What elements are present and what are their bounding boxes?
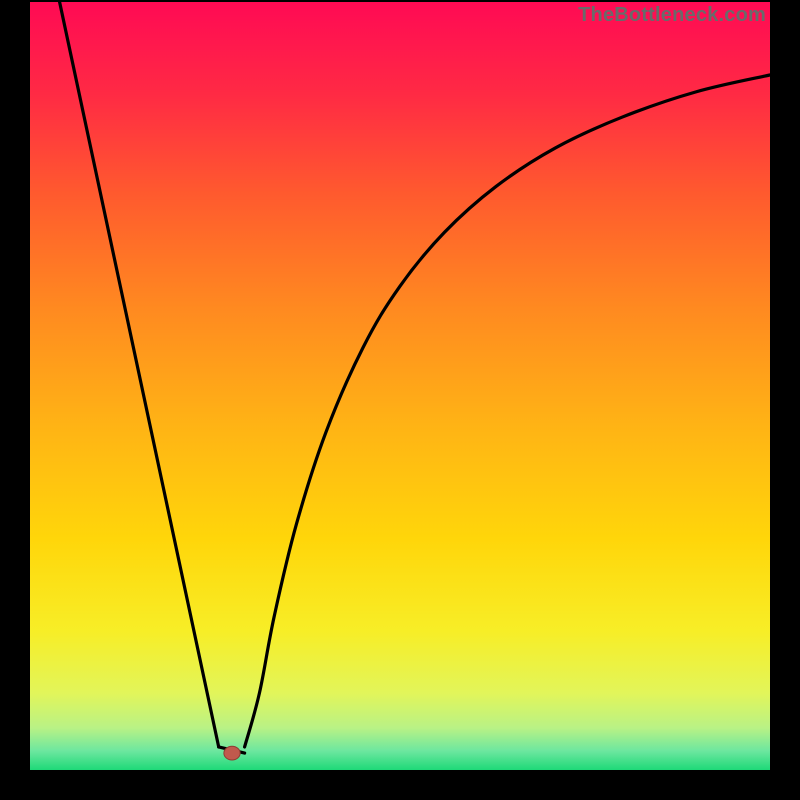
plot-svg (30, 2, 770, 770)
attribution-text: TheBottleneck.com (578, 4, 766, 27)
plot-area (30, 2, 770, 770)
chart-frame: TheBottleneck.com (0, 0, 800, 800)
frame-border-top (0, 0, 800, 2)
frame-border-right (770, 0, 800, 800)
frame-border-bottom (0, 770, 800, 800)
frame-border-left (0, 0, 30, 800)
valley-marker (224, 746, 240, 760)
